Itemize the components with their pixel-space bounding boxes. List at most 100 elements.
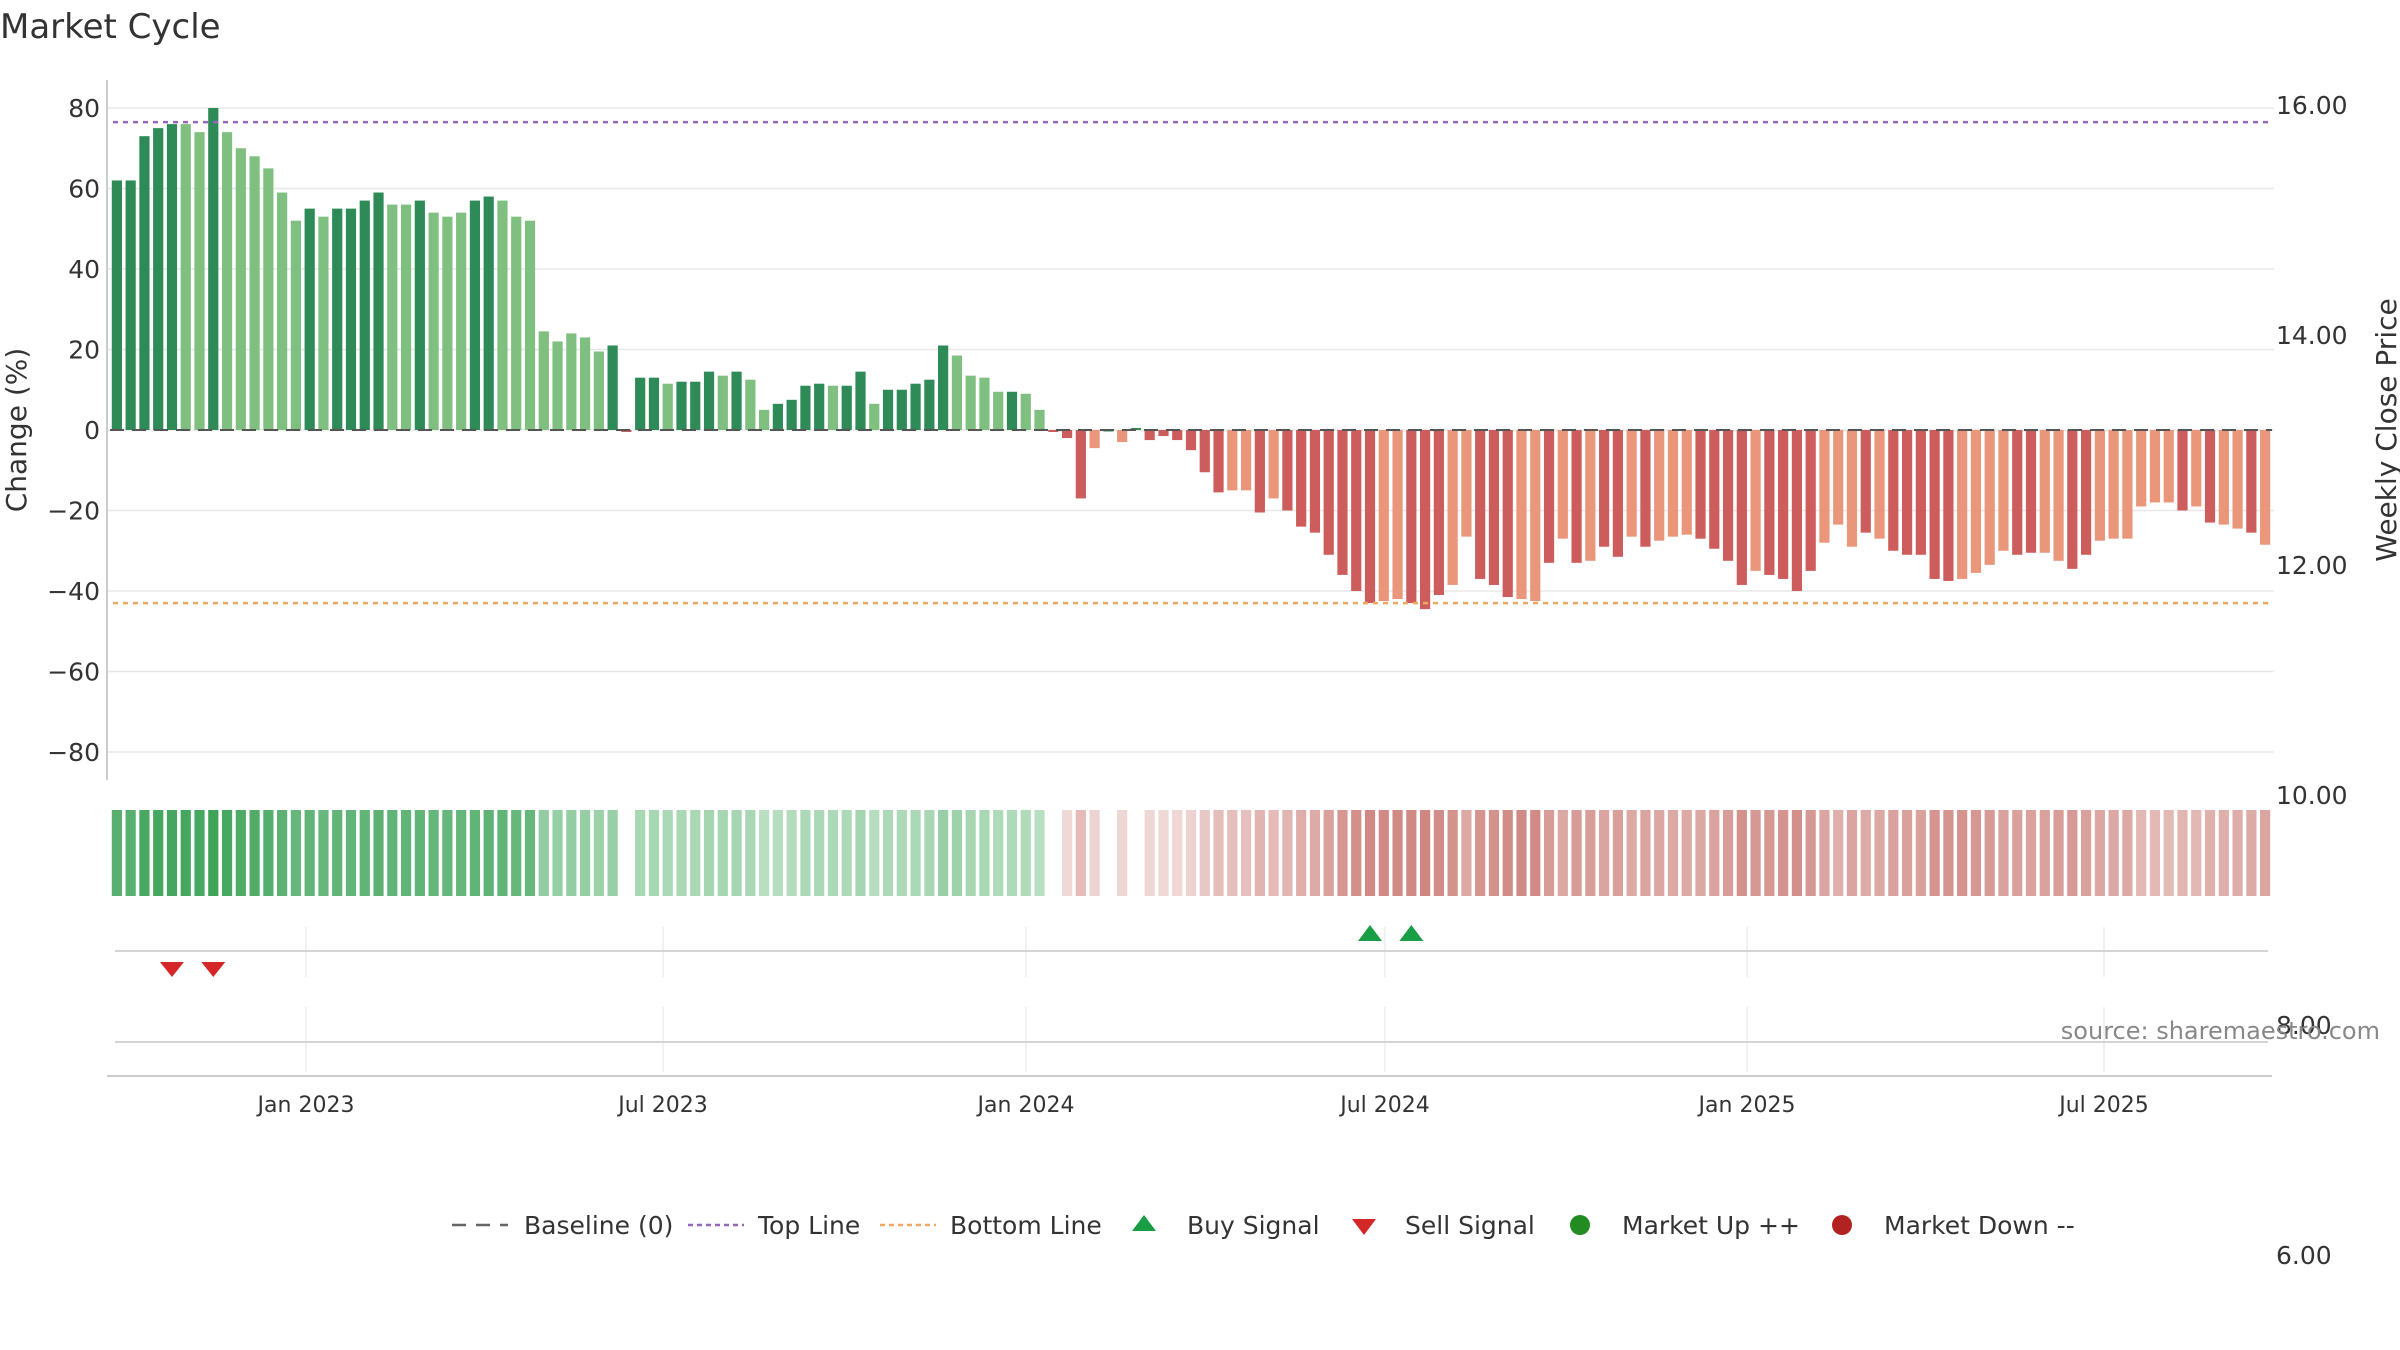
change-bar bbox=[1213, 430, 1224, 493]
legend-swatch bbox=[1832, 1215, 1852, 1235]
strength-cell bbox=[1929, 810, 1940, 896]
y-tick-label: 60 bbox=[68, 175, 100, 204]
strength-cell bbox=[1185, 810, 1197, 896]
strength-cell bbox=[1571, 810, 1582, 896]
strength-cell bbox=[1722, 810, 1734, 896]
change-bar bbox=[1585, 430, 1596, 561]
strength-cell bbox=[951, 810, 962, 896]
change-bar bbox=[1929, 430, 1940, 579]
strength-cell bbox=[896, 810, 907, 896]
change-bar bbox=[1943, 430, 1954, 581]
change-bar bbox=[2163, 430, 2174, 503]
change-bar bbox=[1557, 430, 1568, 539]
strength-cell bbox=[483, 810, 494, 896]
change-bar bbox=[1172, 430, 1183, 441]
strength-cell bbox=[1626, 810, 1637, 896]
change-bar bbox=[676, 381, 687, 430]
strength-cell bbox=[1309, 810, 1321, 896]
strength-cell bbox=[1612, 810, 1623, 896]
change-bar bbox=[1048, 430, 1059, 433]
change-bar bbox=[277, 192, 288, 430]
strength-cell bbox=[1585, 810, 1596, 896]
strength-cell bbox=[2191, 810, 2202, 896]
legend-swatch bbox=[1132, 1215, 1156, 1231]
change-bar bbox=[2246, 430, 2257, 533]
strength-cell bbox=[938, 810, 949, 896]
change-bar bbox=[1254, 430, 1265, 513]
strength-cell bbox=[2067, 810, 2078, 896]
change-bar bbox=[1351, 430, 1362, 591]
x-tick-label: Jan 2023 bbox=[256, 1093, 355, 1118]
strength-cell bbox=[2246, 810, 2257, 896]
change-bar bbox=[1681, 430, 1692, 535]
strength-cell bbox=[2204, 810, 2216, 896]
strength-cell bbox=[1089, 810, 1100, 896]
change-bar bbox=[2136, 430, 2147, 507]
strength-cell bbox=[635, 810, 646, 896]
x-tick-label: Jan 2025 bbox=[1697, 1093, 1796, 1118]
change-bar bbox=[1061, 430, 1073, 439]
strength-cell bbox=[855, 810, 866, 896]
change-bar bbox=[1075, 430, 1086, 499]
strength-cell bbox=[194, 810, 205, 896]
change-bar bbox=[800, 385, 811, 430]
change-bar bbox=[2149, 430, 2161, 503]
change-bar bbox=[979, 377, 990, 430]
strength-cell bbox=[1392, 810, 1403, 896]
strength-cell bbox=[428, 810, 439, 896]
strength-cell bbox=[1378, 810, 1389, 896]
change-bar bbox=[566, 333, 577, 430]
change-bar bbox=[662, 383, 673, 430]
strength-cell bbox=[1433, 810, 1444, 896]
change-bar bbox=[153, 128, 164, 430]
strength-cell bbox=[2012, 810, 2023, 896]
strength-cell bbox=[304, 810, 315, 896]
change-bar bbox=[1433, 430, 1444, 596]
strength-cell bbox=[2163, 810, 2174, 896]
change-bar bbox=[827, 385, 839, 430]
change-bar bbox=[1846, 430, 1858, 547]
strength-cell bbox=[1268, 810, 1279, 896]
change-bar bbox=[483, 196, 494, 430]
change-bar bbox=[194, 132, 205, 430]
strength-cell bbox=[2149, 810, 2161, 896]
sell-signal-marker bbox=[159, 962, 184, 977]
buy-signal-marker bbox=[1399, 925, 1424, 941]
strength-cell bbox=[180, 810, 191, 896]
strength-cell bbox=[772, 810, 783, 896]
right-axis-ticks: 16.00 14.00 12.00 10.00 8.00 6.00 bbox=[2276, 91, 2348, 1270]
strength-cell bbox=[662, 810, 673, 896]
change-bar bbox=[1612, 430, 1623, 557]
change-bar bbox=[1543, 430, 1555, 563]
strength-cell bbox=[1888, 810, 1899, 896]
strength-cell bbox=[1833, 810, 1844, 896]
strength-cell bbox=[1006, 810, 1018, 896]
strength-strip bbox=[111, 810, 2271, 896]
change-bar bbox=[2218, 430, 2229, 525]
strength-cell bbox=[2232, 810, 2243, 896]
strength-cell bbox=[235, 810, 246, 896]
change-bar bbox=[1957, 430, 1968, 579]
strength-cell bbox=[456, 810, 467, 896]
change-bar bbox=[1461, 430, 1472, 537]
change-bar bbox=[1833, 430, 1844, 525]
strength-cell bbox=[1158, 810, 1169, 896]
signal-panel bbox=[107, 927, 2272, 1077]
x-tick-label: Jul 2025 bbox=[2057, 1093, 2149, 1118]
strength-cell bbox=[373, 810, 384, 896]
change-bar bbox=[1309, 430, 1321, 533]
change-bar bbox=[1805, 430, 1816, 571]
strength-cell bbox=[290, 810, 301, 896]
change-bar bbox=[993, 391, 1004, 430]
right-axis-label: Weekly Close Price bbox=[2370, 298, 2400, 561]
strength-cell bbox=[827, 810, 839, 896]
strength-cell bbox=[414, 810, 425, 896]
strength-cell bbox=[125, 810, 136, 896]
change-bar bbox=[428, 212, 439, 430]
strength-cell bbox=[786, 810, 797, 896]
strength-cell bbox=[538, 810, 549, 896]
change-bar bbox=[579, 337, 591, 430]
change-bar bbox=[1778, 430, 1789, 579]
change-bar bbox=[621, 430, 632, 433]
